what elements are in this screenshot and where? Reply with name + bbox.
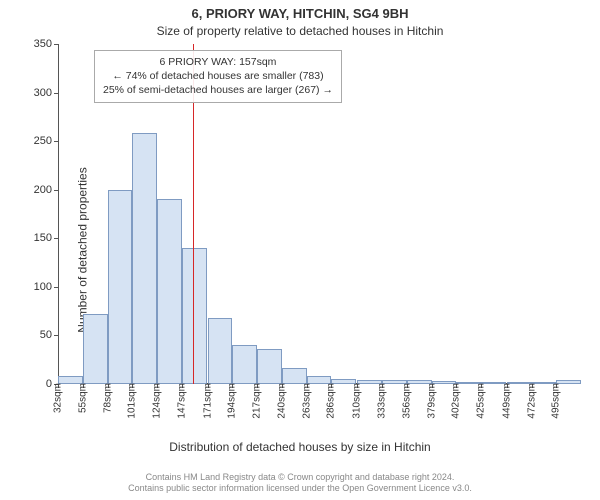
x-tick-label: 425sqm <box>476 383 487 419</box>
x-tick-label: 55sqm <box>77 383 88 413</box>
x-tick-label: 101sqm <box>127 383 138 419</box>
histogram-bar <box>257 349 282 384</box>
histogram-bar <box>157 199 182 384</box>
footer-line-2: Contains public sector information licen… <box>0 483 600 494</box>
x-tick-label: 449sqm <box>501 383 512 419</box>
y-tick-mark <box>54 44 58 45</box>
y-tick-label: 50 <box>20 329 52 341</box>
y-tick-label: 100 <box>20 281 52 293</box>
y-tick-label: 250 <box>20 135 52 147</box>
y-tick-label: 150 <box>20 232 52 244</box>
x-tick-label: 171sqm <box>202 383 213 419</box>
chart-title-line2: Size of property relative to detached ho… <box>0 24 600 38</box>
histogram-bar <box>208 318 233 384</box>
x-tick-label: 286sqm <box>326 383 337 419</box>
x-tick-label: 310sqm <box>352 383 363 419</box>
x-tick-label: 124sqm <box>152 383 163 419</box>
y-tick-mark <box>54 93 58 94</box>
x-tick-label: 356sqm <box>401 383 412 419</box>
y-tick-label: 200 <box>20 184 52 196</box>
chart-title-line1: 6, PRIORY WAY, HITCHIN, SG4 9BH <box>0 6 600 21</box>
x-tick-label: 78sqm <box>102 383 113 413</box>
x-tick-label: 402sqm <box>451 383 462 419</box>
histogram-bar <box>232 345 257 384</box>
annotation-line-2: ← 74% of detached houses are smaller (78… <box>103 69 333 83</box>
y-tick-mark <box>54 287 58 288</box>
x-tick-label: 147sqm <box>176 383 187 419</box>
y-tick-mark <box>54 238 58 239</box>
y-tick-label: 0 <box>20 378 52 390</box>
annotation-line-3: 25% of semi-detached houses are larger (… <box>103 83 333 97</box>
chart-container: 6, PRIORY WAY, HITCHIN, SG4 9BH Size of … <box>0 0 600 500</box>
histogram-bar <box>182 248 207 384</box>
histogram-bar <box>108 190 133 384</box>
y-tick-label: 300 <box>20 87 52 99</box>
x-tick-label: 217sqm <box>252 383 263 419</box>
y-tick-mark <box>54 190 58 191</box>
annotation-line-1: 6 PRIORY WAY: 157sqm <box>103 55 333 69</box>
x-tick-label: 263sqm <box>301 383 312 419</box>
x-axis-label: Distribution of detached houses by size … <box>0 440 600 454</box>
plot-area: 05010015020025030035032sqm55sqm78sqm101s… <box>58 44 578 384</box>
histogram-bar <box>83 314 108 384</box>
y-tick-mark <box>54 141 58 142</box>
x-tick-label: 472sqm <box>526 383 537 419</box>
y-tick-label: 350 <box>20 38 52 50</box>
x-tick-label: 379sqm <box>426 383 437 419</box>
annotation-box: 6 PRIORY WAY: 157sqm← 74% of detached ho… <box>94 50 342 103</box>
footer-line-1: Contains HM Land Registry data © Crown c… <box>0 472 600 483</box>
x-tick-label: 333sqm <box>377 383 388 419</box>
x-tick-label: 194sqm <box>227 383 238 419</box>
y-tick-mark <box>54 335 58 336</box>
histogram-bar <box>132 133 157 384</box>
histogram-bar <box>282 368 307 384</box>
x-tick-label: 32sqm <box>53 383 64 413</box>
x-tick-label: 240sqm <box>276 383 287 419</box>
x-tick-label: 495sqm <box>551 383 562 419</box>
chart-footer: Contains HM Land Registry data © Crown c… <box>0 472 600 495</box>
